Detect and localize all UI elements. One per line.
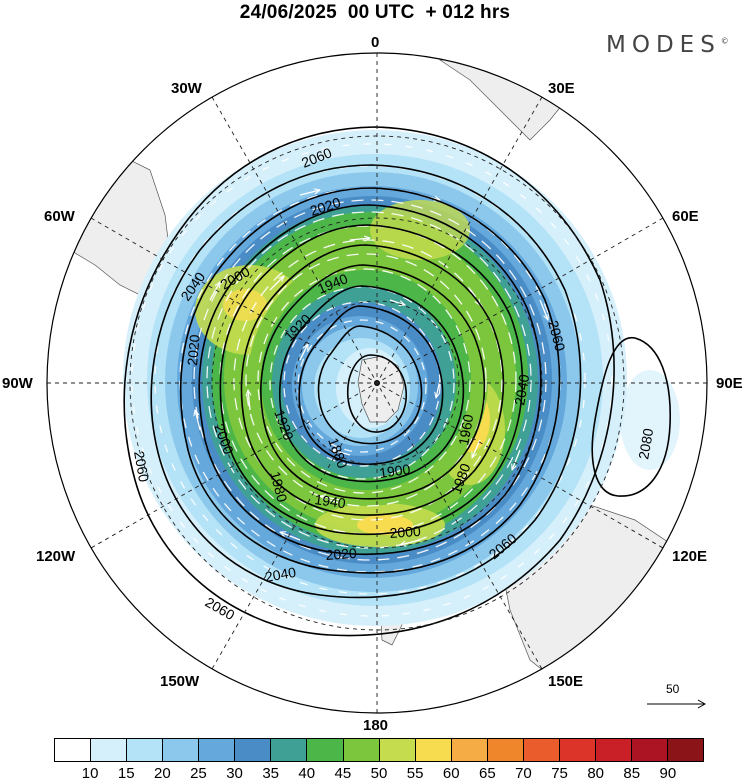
wind-reference-arrow <box>647 699 707 709</box>
colorbar-tick-label: 20 <box>153 765 171 782</box>
lon-label-120w: 120W <box>36 548 76 565</box>
colorbar-cell <box>559 739 596 761</box>
high-2080 <box>591 337 671 497</box>
colorbar-tick-label: 25 <box>190 765 207 782</box>
contour-label: 1940 <box>314 491 347 511</box>
colorbar-tick-label: 60 <box>442 765 460 782</box>
colorbar-tick-label: 75 <box>551 765 568 782</box>
contour-label: 2060 <box>545 319 569 353</box>
colorbar-cell <box>415 739 452 761</box>
colorbar-cell <box>91 739 128 761</box>
colorbar-tick-label: 35 <box>262 765 279 782</box>
lon-label-30e: 30E <box>548 80 575 97</box>
contour-label: 2060 <box>131 450 152 484</box>
contour-label: 2040 <box>511 373 532 407</box>
colorbar-tick-label: 85 <box>623 765 641 782</box>
colorbar-tick-label: 40 <box>298 765 316 782</box>
lon-label-120e: 120E <box>672 548 708 565</box>
colorbar-tick-label: 50 <box>370 765 388 782</box>
colorbar-cell <box>127 739 164 761</box>
colorbar-cell <box>55 739 92 761</box>
map-boundary <box>46 52 708 714</box>
graticule <box>47 53 707 713</box>
contour-label: 1900 <box>378 461 411 481</box>
lon-label-180: 180 <box>363 717 389 734</box>
colorbar-cell <box>235 739 272 761</box>
contour-label: 1960 <box>455 413 476 447</box>
lon-label-150e: 150E <box>548 673 584 690</box>
colorbar-tick-label: 90 <box>659 765 677 782</box>
contour-label: 2020 <box>184 334 203 367</box>
map-title: 24/06/2025 00 UTC + 012 hrs <box>239 2 511 23</box>
lon-label-60w: 60W <box>44 208 75 225</box>
lon-label-90w: 90W <box>2 375 33 392</box>
contour-label: 2040 <box>264 564 298 585</box>
colorbar-cell <box>271 739 308 761</box>
geopotential-contours <box>123 126 671 637</box>
colorbar-tick-label: 80 <box>587 765 604 782</box>
contour-label: 1980 <box>267 470 291 504</box>
lon-label-60e: 60E <box>672 208 699 225</box>
colorbar-cell <box>632 739 669 761</box>
colorbar <box>54 738 704 762</box>
colorbar-tick-label: 10 <box>81 765 99 782</box>
colorbar-cell <box>343 739 380 761</box>
colorbar-cell <box>487 739 524 761</box>
colorbar-tick-label: 15 <box>117 765 135 782</box>
contour-label: 2080 <box>635 427 656 461</box>
lon-label-0: 0 <box>371 34 380 51</box>
lon-label-30w: 30W <box>171 80 202 97</box>
colorbar-tick-label: 70 <box>515 765 532 782</box>
colorbar-cell <box>379 739 416 761</box>
contour-label: 2000 <box>389 523 421 541</box>
colorbar-tick-label: 30 <box>226 765 243 782</box>
colorbar-cell <box>668 739 704 761</box>
colorbar-cell <box>451 739 488 761</box>
contour-label: 2020 <box>325 545 357 563</box>
colorbar-cell <box>307 739 344 761</box>
wind-reference-label: 50 <box>666 682 680 696</box>
colorbar-tick-label: 55 <box>406 765 424 782</box>
modes-logo: MODES© <box>606 32 729 58</box>
colorbar-cell <box>163 739 200 761</box>
colorbar-tick-label: 65 <box>478 765 496 782</box>
lon-label-90e: 90E <box>716 375 743 392</box>
lon-label-150w: 150W <box>160 673 200 690</box>
colorbar-cell <box>595 739 632 761</box>
colorbar-cell <box>523 739 560 761</box>
colorbar-cell <box>199 739 236 761</box>
colorbar-tick-label: 45 <box>334 765 352 782</box>
